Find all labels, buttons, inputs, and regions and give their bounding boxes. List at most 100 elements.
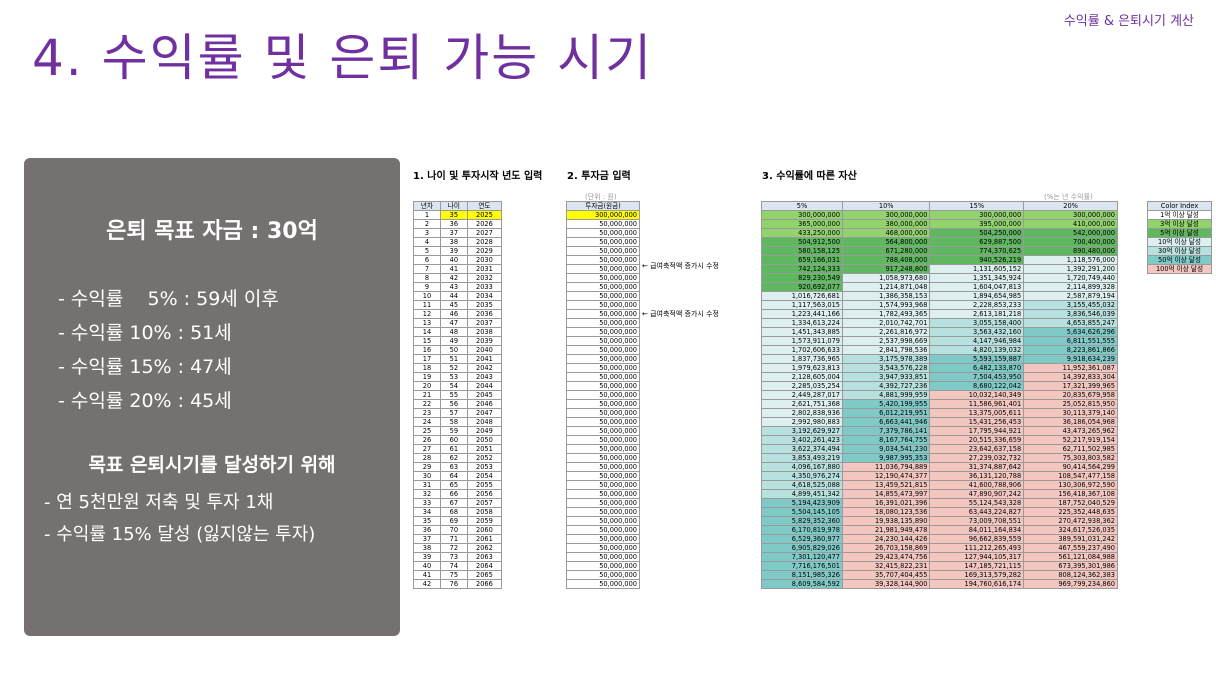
table-cell: 43 xyxy=(439,282,468,292)
col-header: 20% xyxy=(1023,201,1118,211)
table-cell: 2048 xyxy=(466,417,503,427)
table-row: 32 66 2056 xyxy=(413,489,503,499)
table-cell: 1,979,623,813 xyxy=(760,363,844,373)
table-cell: 169,313,579,282 xyxy=(929,570,1025,580)
table-cell: 62 xyxy=(439,453,468,463)
col-header: 10% xyxy=(842,201,931,211)
table-cell: 50,000,000 xyxy=(566,480,640,490)
table-cell: 50,000,000 xyxy=(566,516,640,526)
table-row: 6,529,360,977 24,230,144,426 96,662,839,55… xyxy=(760,534,1118,544)
table-cell: 1,392,291,200 xyxy=(1023,264,1118,274)
plan-line: - 연 5천만원 저축 및 투자 1채 xyxy=(44,492,274,513)
table-row: 7,301,120,477 29,423,474,756 127,944,105,3… xyxy=(760,552,1118,562)
table-row: 12 46 2036 xyxy=(413,309,503,319)
color-index-row: 1억 이상 달성 xyxy=(1147,210,1212,220)
table-cell: 58 xyxy=(439,417,468,427)
table-cell: 2037 xyxy=(466,318,503,328)
table-cell: 7,716,176,501 xyxy=(760,561,844,571)
table-cell: 410,000,000 xyxy=(1023,219,1118,229)
table-cell: 25 xyxy=(413,426,441,436)
table-cell: 300,000,000 xyxy=(842,210,931,220)
table-cell: 156,418,367,108 xyxy=(1023,489,1118,499)
table-cell: 11 xyxy=(413,300,441,310)
rate-line: - 수익률 20% : 45세 xyxy=(58,390,232,412)
table-cell: 50,000,000 xyxy=(566,381,640,391)
col-header: 투자금(원금) xyxy=(566,201,640,211)
table-cell: 50,000,000 xyxy=(566,471,640,481)
table-row: 26 60 2050 xyxy=(413,435,503,445)
table-cell: 84,011,164,834 xyxy=(929,525,1025,535)
table-row: 50,000,000 xyxy=(566,471,640,481)
table-cell: 4,820,139,032 xyxy=(929,345,1025,355)
table-row: 42 76 2066 xyxy=(413,579,503,589)
table-cell: 2038 xyxy=(466,327,503,337)
table-cell: 3,853,493,219 xyxy=(760,453,844,463)
table-row: 4 38 2028 xyxy=(413,237,503,247)
table-cell: 16,391,021,396 xyxy=(842,498,931,508)
table-row: 41 75 2065 xyxy=(413,570,503,580)
table-cell: 147,185,721,115 xyxy=(929,561,1025,571)
table-row: 1,837,736,965 3,175,978,389 5,593,159,887 9… xyxy=(760,354,1118,364)
table-cell: 24 xyxy=(413,417,441,427)
table-cell: 468,000,000 xyxy=(842,228,931,238)
color-index-item: 3억 이상 달성 xyxy=(1147,219,1212,229)
table-row: 11 45 2035 xyxy=(413,300,503,310)
table-cell: 31,374,887,642 xyxy=(929,462,1025,472)
table-cell: 2063 xyxy=(466,552,503,562)
table-row: 50,000,000 xyxy=(566,327,640,337)
table-row: 1,016,726,681 1,386,358,153 1,894,654,985 2… xyxy=(760,291,1118,301)
table-row: 10 44 2034 xyxy=(413,291,503,301)
table-cell: 73,009,708,551 xyxy=(929,516,1025,526)
table-cell: 2053 xyxy=(466,462,503,472)
table-cell: 57 xyxy=(439,408,468,418)
table-row: 50,000,000 xyxy=(566,300,640,310)
table-cell: 1,016,726,681 xyxy=(760,291,844,301)
table-row: 8 42 2032 xyxy=(413,273,503,283)
table-cell: 52 xyxy=(439,363,468,373)
table-row: 50,000,000 xyxy=(566,435,640,445)
table-cell: 63,443,224,827 xyxy=(929,507,1025,517)
table-cell: 2061 xyxy=(466,534,503,544)
table-cell: 6,905,829,026 xyxy=(760,543,844,553)
table-cell: 20,835,679,958 xyxy=(1023,390,1118,400)
table-cell: 2028 xyxy=(466,237,503,247)
table-cell: 23 xyxy=(413,408,441,418)
table-row: 3,402,261,423 8,167,764,755 20,515,336,659… xyxy=(760,435,1118,445)
table-cell: 2,802,838,936 xyxy=(760,408,844,418)
table-cell: 50,000,000 xyxy=(566,426,640,436)
table-cell: 49 xyxy=(439,336,468,346)
table-cell: 3,563,432,160 xyxy=(929,327,1025,337)
table-cell: 52,217,919,154 xyxy=(1023,435,1118,445)
table-cell: 45 xyxy=(439,300,468,310)
table-row: 23 57 2047 xyxy=(413,408,503,418)
table-cell: 50,000,000 xyxy=(566,399,640,409)
table-cell: 1,118,576,000 xyxy=(1023,255,1118,265)
table-cell: 829,230,549 xyxy=(760,273,844,283)
table-cell: 74 xyxy=(439,561,468,571)
table-row: 50,000,000 xyxy=(566,498,640,508)
table-cell: 433,250,000 xyxy=(760,228,844,238)
table-cell: 50,000,000 xyxy=(566,219,640,229)
col-header: 년차 xyxy=(413,201,441,211)
table-row: 7 41 2031 xyxy=(413,264,503,274)
table-row: 50,000,000 xyxy=(566,579,640,589)
table-cell: 2027 xyxy=(466,228,503,238)
table-cell: 890,480,000 xyxy=(1023,246,1118,256)
table-row: 50,000,000 xyxy=(566,516,640,526)
table-cell: 68 xyxy=(439,507,468,517)
table-row: 504,912,500 564,800,000 629,887,500 700,400… xyxy=(760,237,1118,247)
table-row: 433,250,000 468,000,000 504,250,000 542,000… xyxy=(760,228,1118,238)
table-cell: 2049 xyxy=(466,426,503,436)
table-cell: 32,415,822,231 xyxy=(842,561,931,571)
table-row: 37 71 2061 xyxy=(413,534,503,544)
table-cell: 1,574,993,968 xyxy=(842,300,931,310)
table-cell: 365,000,000 xyxy=(760,219,844,229)
table-cell: 41 xyxy=(439,264,468,274)
table-cell: 2060 xyxy=(466,525,503,535)
color-index-table: Color Index 1억 이상 달성 3억 이상 달성 5억 이상 달성 10억 … xyxy=(1147,201,1212,274)
table-row: 13 47 2037 xyxy=(413,318,503,328)
section2-title: 2. 투자금 입력 xyxy=(567,171,631,182)
table-cell: 6,170,819,978 xyxy=(760,525,844,535)
table-cell: 4,653,855,247 xyxy=(1023,318,1118,328)
table-cell: 50,000,000 xyxy=(566,579,640,589)
